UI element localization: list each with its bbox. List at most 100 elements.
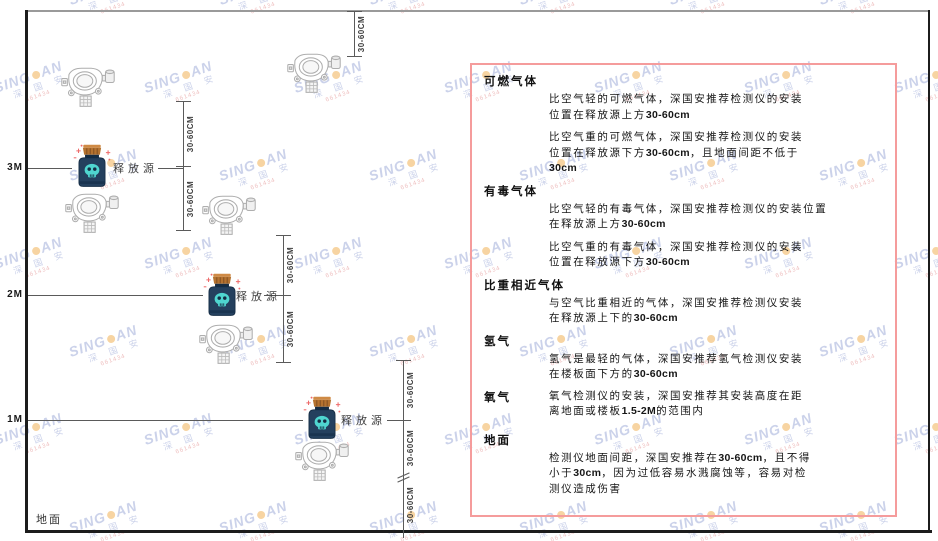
- paragraph-line: 比空气轻的有毒气体，深国安推荐检测仪的安装位置: [549, 203, 828, 215]
- level-line-1m: [27, 420, 303, 421]
- brand-dot-icon: [406, 157, 417, 168]
- paragraph-line: 比空气重的有毒气体，深国安推荐检测仪的安装: [549, 241, 804, 253]
- watermark-chinese: 深 国 安: [161, 72, 220, 101]
- section-heading: 地面: [484, 434, 511, 447]
- paragraph-line: 氢气是最轻的气体，深国安推荐氢气检测仪安装: [549, 353, 804, 365]
- section-paragraph: 比空气重的有毒气体，深国安推荐检测仪的安装 位置在释放源下方30-60cm: [549, 240, 885, 271]
- paragraph-line: 小于30cm，因为过低容易水溅腐蚀等，容易对检: [549, 467, 807, 479]
- section-paragraph: 检测仪地面间距，深国安推荐在30-60cm，且不得 小于30cm，因为过低容易水溅…: [549, 451, 885, 498]
- watermark-code: 661434: [174, 441, 202, 456]
- paragraph-line: 30cm: [549, 162, 578, 174]
- dimension-label: 30-60CM: [286, 310, 295, 348]
- brand-dot-icon: [31, 421, 42, 432]
- release-source-icon: [302, 395, 342, 442]
- dimension-label: 30-60CM: [186, 180, 195, 218]
- section-heading: 有毒气体: [484, 185, 538, 198]
- section-paragraph: 氧气检测仪的安装，深国安推荐其安装高度在距 离地面或楼板1.5-2M的范围内: [549, 389, 885, 420]
- section-paragraph: 比空气重的可燃气体，深国安推荐检测仪的安装 位置在释放源下方30-60cm，且地面…: [549, 130, 885, 177]
- watermark-code: 661434: [24, 441, 52, 456]
- panel-section: 氧气 氧气检测仪的安装，深国安推荐其安装高度在距 离地面或楼板1.5-2M的范围内: [482, 389, 885, 420]
- section-paragraph: 比空气轻的可燃气体，深国安推荐检测仪的安装 位置在释放源上方30-60cm: [549, 92, 885, 123]
- level-line-3m-connector: [158, 168, 183, 169]
- ceiling-line: [27, 10, 929, 12]
- section-paragraph: 氢气是最轻的气体，深国安推荐氢气检测仪安装 在楼板面下方的30-60cm: [549, 352, 885, 383]
- dimension-tick: [347, 56, 362, 57]
- watermark-code: 661434: [924, 265, 938, 280]
- watermark-code: 661434: [924, 89, 938, 104]
- section-heading: 比重相近气体: [484, 279, 565, 292]
- paragraph-line: 比空气重的可燃气体，深国安推荐检测仪的安装: [549, 132, 804, 143]
- watermark-code: 661434: [399, 1, 427, 16]
- panel-section: 氢气氢气是最轻的气体，深国安推荐氢气检测仪安装 在楼板面下方的30-60cm: [482, 333, 885, 383]
- paragraph-line: 在释放源上方30-60cm: [549, 218, 666, 230]
- gas-detector-icon: [65, 191, 119, 234]
- paragraph-line: 位置在释放源上方30-60cm: [549, 108, 690, 121]
- paragraph-line: 位置在释放源下方30-60cm: [549, 256, 690, 268]
- watermark-chinese: 深 国 安: [86, 336, 145, 365]
- watermark-chinese: 深 国 安: [386, 160, 445, 189]
- watermark-code: 661434: [24, 265, 52, 280]
- height-label-3m: 3M: [7, 162, 23, 173]
- gas-detector-icon: [287, 51, 341, 94]
- watermark-code: 661434: [924, 441, 938, 456]
- dimension-label: 30-60CM: [406, 429, 415, 467]
- watermark-chinese: 深 国 安: [911, 424, 938, 453]
- brand-dot-icon: [406, 333, 417, 344]
- brand-dot-icon: [256, 333, 267, 344]
- dimension-label: 30-60CM: [357, 15, 366, 53]
- paragraph-line: 与空气比重相近的气体，深国安推荐检测仪安装: [549, 297, 804, 309]
- level-line-1m-connector: [387, 420, 403, 421]
- dimension-tick: [276, 362, 291, 363]
- brand-dot-icon: [31, 69, 42, 80]
- wall-line: [25, 10, 28, 532]
- dimension-tick: [176, 230, 191, 231]
- paragraph-line: 氧气检测仪的安装，深国安推荐其安装高度在距: [549, 390, 804, 402]
- watermark-code: 661434: [249, 177, 277, 192]
- watermark-code: 661434: [324, 265, 352, 280]
- brand-dot-icon: [931, 421, 938, 432]
- dimension-tick: [396, 420, 411, 421]
- level-line-2m: [27, 295, 203, 296]
- dimension-ceiling: 30-60CM: [347, 11, 366, 57]
- watermark-chinese: 深 国 安: [11, 248, 70, 277]
- watermark-chinese: 深 国 安: [86, 512, 145, 541]
- panel-section: 地面检测仪地面间距，深国安推荐在30-60cm，且不得 小于30cm，因为过低容易…: [482, 432, 885, 498]
- dimension-source-3m: 30-60CM 30-60CM: [176, 101, 195, 231]
- watermark-chinese: 深 国 安: [911, 248, 938, 277]
- section-heading: 可燃气体: [484, 76, 538, 88]
- panel-section: 可燃气体 比空气轻的可燃气体，深国安推荐检测仪的安装 位置在释放源上方30-60cm…: [482, 73, 885, 177]
- gas-detector-icon: [199, 322, 253, 365]
- brand-dot-icon: [331, 245, 342, 256]
- paragraph-line: 位置在释放源下方30-60cm，且地面间距不低于: [549, 146, 799, 159]
- watermark-code: 661434: [249, 1, 277, 16]
- gas-detector-icon: [202, 193, 256, 236]
- dimension-tick: [276, 295, 291, 296]
- watermark-chinese: 深 国 安: [911, 72, 938, 101]
- dimension-tick: [396, 360, 411, 361]
- brand-dot-icon: [181, 69, 192, 80]
- section-heading: 氢气: [484, 335, 511, 348]
- section-heading: 氧气: [484, 391, 511, 404]
- level-line-3m: [27, 168, 72, 169]
- section-paragraph: 比空气轻的有毒气体，深国安推荐检测仪的安装位置 在释放源上方30-60cm: [549, 202, 885, 233]
- paragraph-line: 离地面或楼板1.5-2M的范围内: [549, 405, 705, 417]
- watermark-code: 661434: [849, 1, 877, 16]
- watermark-chinese: 深 国 安: [161, 424, 220, 453]
- release-source-label: 释放源: [113, 163, 158, 175]
